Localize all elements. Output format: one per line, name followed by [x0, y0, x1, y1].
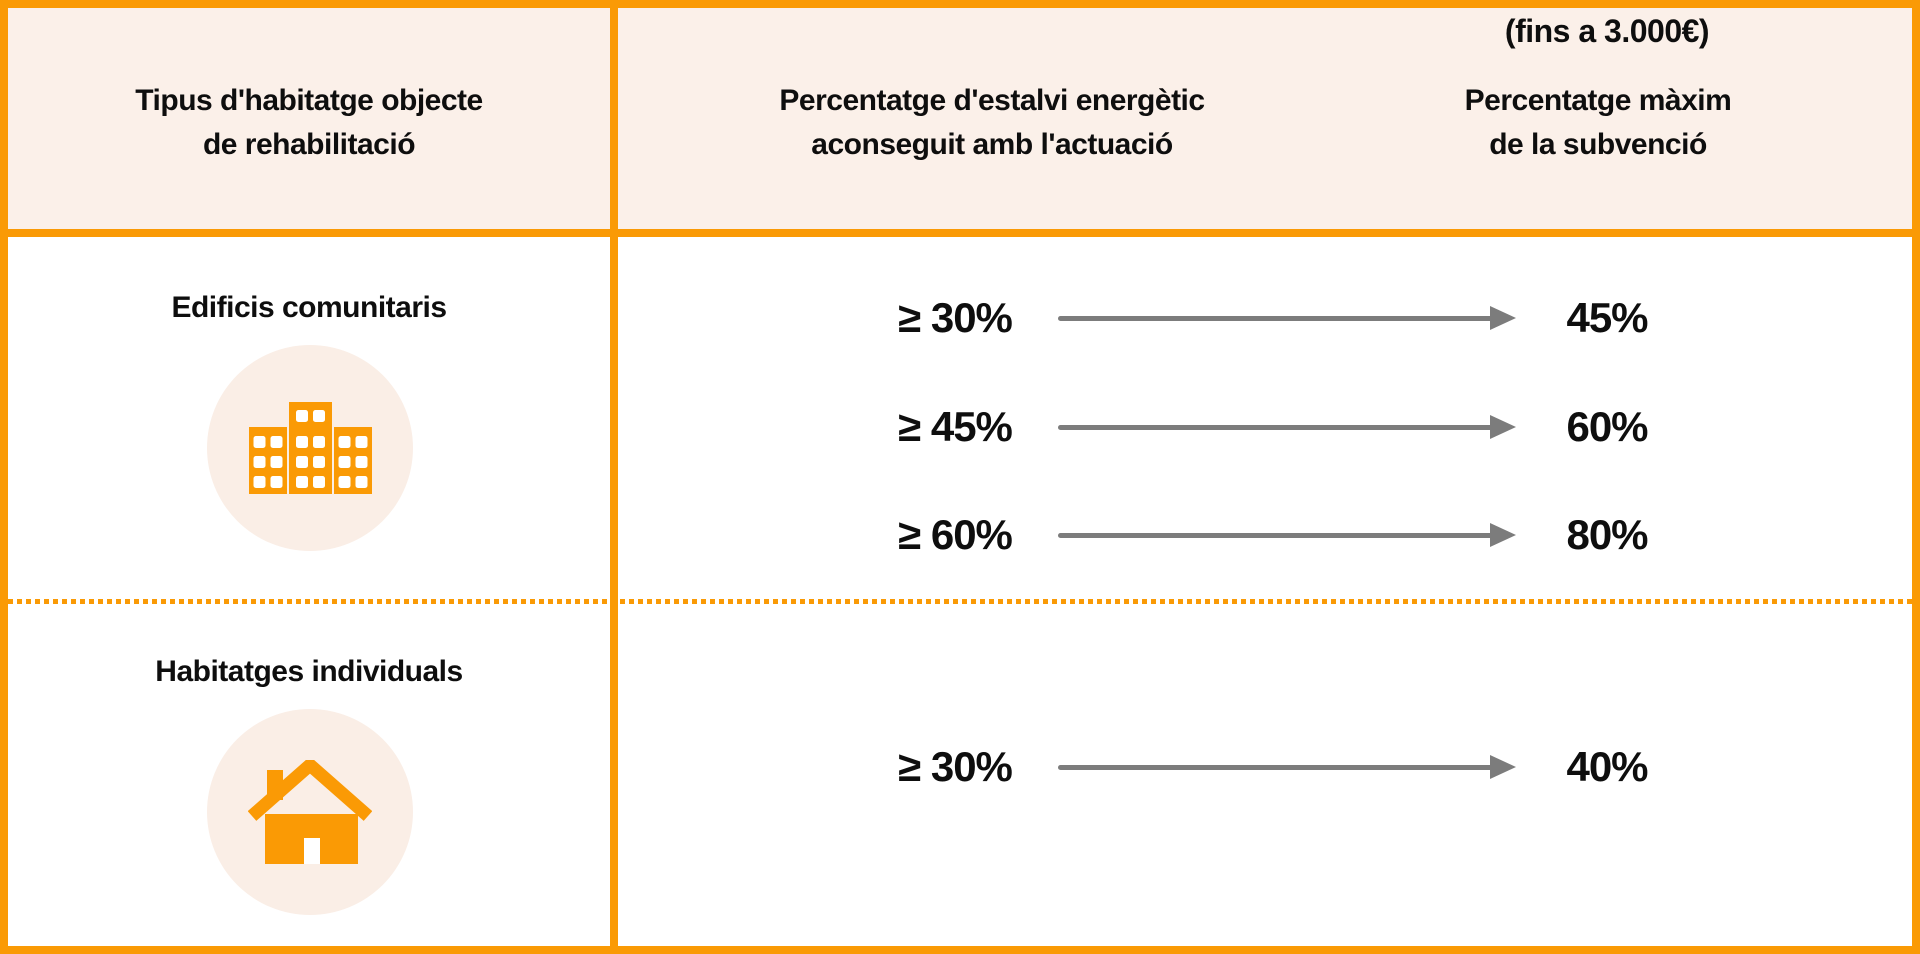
- header-line: Percentatge màxim: [1464, 83, 1732, 117]
- header-line: aconseguit amb l'actuació: [811, 127, 1173, 161]
- column-divider: [610, 8, 618, 946]
- header-cell-estalvi-energetic: Percentatge d'estalvi energètic aconsegu…: [712, 8, 1272, 237]
- building-icon-circle: [207, 345, 413, 551]
- arrow-right-icon: [1058, 306, 1516, 330]
- subsidy-value: 45%: [1566, 294, 1648, 341]
- saving-value: ≥ 30%: [898, 294, 1013, 341]
- house-icon-circle: [207, 709, 413, 915]
- table-inner: Tipus d'habitatge objecte de rehabilitac…: [8, 8, 1912, 946]
- row-label-habitatges-individuals: Habitatges individuals: [155, 655, 463, 688]
- building-icon: [248, 402, 372, 494]
- row-divider-dotted: [8, 599, 1912, 604]
- saving-value: ≥ 30%: [898, 743, 1013, 790]
- subsidy-note: (fins a 3.000€): [1504, 13, 1710, 49]
- arrow-right-icon: [1058, 523, 1516, 547]
- arrow-right-icon: [1058, 415, 1516, 439]
- header-cell-percentatge-maxim: Percentatge màxim de la subvenció: [1318, 8, 1878, 237]
- subsidy-value: 80%: [1566, 511, 1648, 558]
- arrow-right-icon: [1058, 755, 1516, 779]
- header-line: Tipus d'habitatge objecte: [135, 83, 483, 117]
- header-line: de la subvenció: [1489, 127, 1707, 161]
- header-line: Percentatge d'estalvi energètic: [779, 83, 1205, 117]
- saving-value: ≥ 45%: [898, 403, 1013, 450]
- subsidy-value: 40%: [1566, 743, 1648, 790]
- saving-value: ≥ 60%: [898, 511, 1013, 558]
- house-icon: [248, 760, 372, 864]
- header-row: [8, 8, 1912, 237]
- row-label-edificis-comunitaris: Edificis comunitaris: [171, 291, 447, 324]
- header-cell-tipus-habitatge: Tipus d'habitatge objecte de rehabilitac…: [8, 8, 610, 237]
- subsidy-value: 60%: [1566, 403, 1648, 450]
- header-line: de rehabilitació: [202, 127, 416, 161]
